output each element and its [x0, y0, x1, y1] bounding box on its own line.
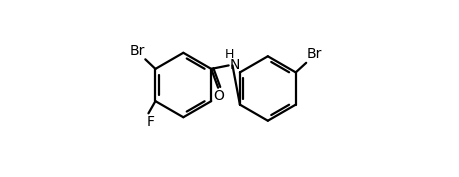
Text: N: N	[230, 58, 240, 72]
Text: H: H	[225, 48, 234, 61]
Text: Br: Br	[129, 44, 145, 58]
Text: Br: Br	[307, 47, 322, 61]
Text: O: O	[213, 89, 224, 104]
Text: F: F	[146, 115, 154, 129]
